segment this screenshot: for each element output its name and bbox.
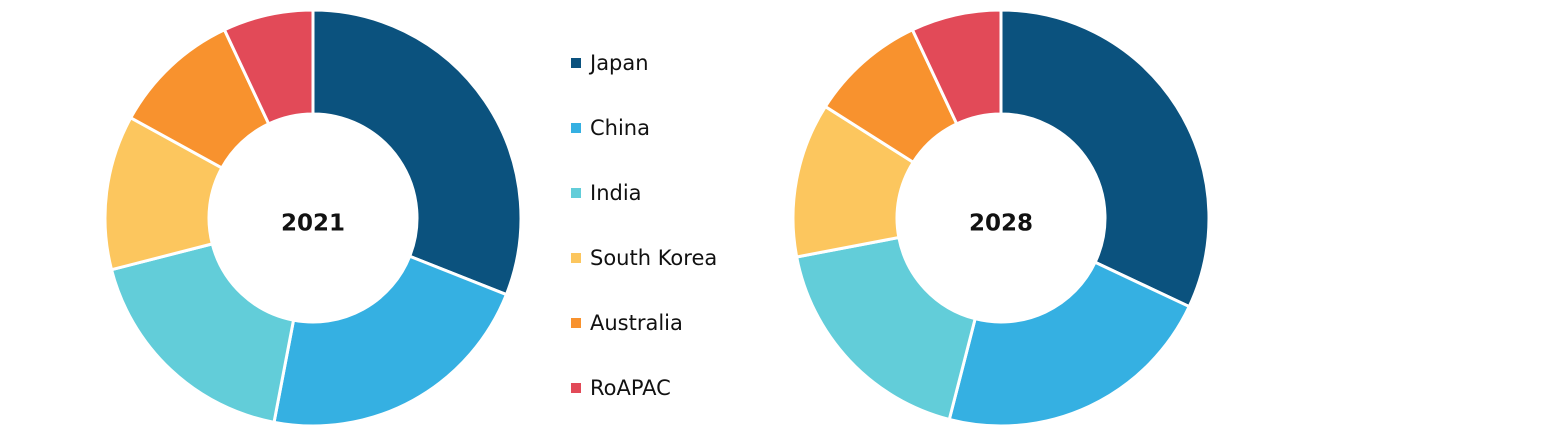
donut-slice	[910, 8, 1003, 126]
donut-slice	[947, 260, 1192, 428]
chart-title: 2028	[969, 211, 1033, 237]
legend-label: Japan	[588, 51, 649, 75]
legend-label: South Korea	[590, 246, 717, 270]
legend-label: RoAPAC	[590, 376, 671, 400]
legend-swatch	[571, 123, 581, 133]
legend-swatch	[571, 58, 581, 68]
donut-slice	[109, 242, 296, 425]
legend-swatch	[571, 383, 581, 393]
legend-swatch	[571, 188, 581, 198]
donut-slice	[311, 8, 523, 297]
donut-slice	[272, 254, 509, 428]
legend-label: China	[590, 116, 650, 140]
donut-slice	[222, 8, 315, 126]
legend-label: India	[590, 181, 642, 205]
legend-swatch	[571, 318, 581, 328]
legend-swatch	[571, 253, 581, 263]
donut-slice	[794, 235, 977, 422]
chart-title: 2021	[281, 211, 345, 237]
donut-slice	[999, 8, 1211, 309]
legend-label: Australia	[590, 311, 683, 335]
